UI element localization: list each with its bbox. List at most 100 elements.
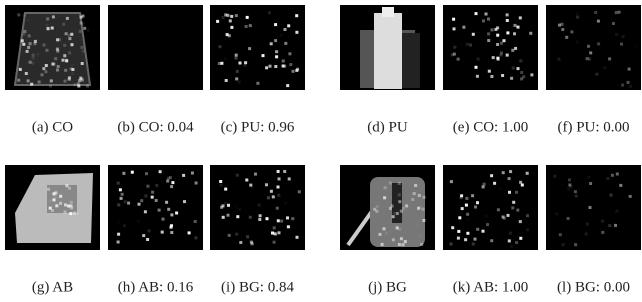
pixel bbox=[493, 182, 496, 185]
pixel bbox=[490, 239, 493, 242]
pixel bbox=[275, 55, 278, 58]
pixel bbox=[400, 237, 403, 240]
pixel bbox=[64, 212, 67, 215]
pixel bbox=[254, 173, 257, 176]
pixel bbox=[482, 230, 485, 233]
pixel bbox=[519, 181, 522, 184]
pixel bbox=[27, 79, 30, 82]
pixel bbox=[559, 233, 562, 236]
pixel bbox=[485, 214, 488, 217]
pixel bbox=[228, 34, 231, 37]
pixel bbox=[519, 237, 522, 240]
pixel bbox=[475, 12, 478, 15]
pixel bbox=[87, 29, 90, 32]
pixel bbox=[392, 215, 395, 218]
pixel bbox=[246, 235, 249, 238]
pixel bbox=[597, 42, 600, 45]
pixel bbox=[597, 20, 600, 23]
pixel bbox=[514, 24, 517, 27]
pixel bbox=[151, 196, 154, 199]
pixel bbox=[576, 40, 579, 43]
pixel bbox=[296, 238, 299, 241]
pixel bbox=[248, 47, 251, 50]
pixel bbox=[218, 62, 221, 65]
pixel bbox=[50, 79, 53, 82]
panel: (l) BG: 0.00 bbox=[546, 165, 641, 295]
pixel bbox=[277, 219, 280, 222]
panel-caption: (g) AB bbox=[32, 279, 73, 295]
pixel bbox=[170, 231, 173, 234]
pixel bbox=[122, 172, 125, 175]
pixel bbox=[521, 59, 524, 62]
pixel bbox=[295, 31, 298, 34]
pixel bbox=[23, 33, 26, 36]
pixel bbox=[291, 70, 294, 73]
pixel bbox=[526, 228, 529, 231]
pixel bbox=[275, 50, 278, 53]
pixel bbox=[553, 175, 556, 178]
pixel bbox=[64, 80, 67, 83]
pixel bbox=[622, 35, 625, 38]
pixel bbox=[238, 81, 241, 84]
pixel bbox=[476, 228, 479, 231]
pixel bbox=[167, 208, 170, 211]
pixel bbox=[398, 193, 401, 196]
pixel bbox=[81, 46, 84, 49]
pixel bbox=[487, 39, 490, 42]
pixel bbox=[398, 200, 401, 203]
pixel bbox=[499, 53, 502, 56]
pixel bbox=[268, 11, 271, 14]
pixel bbox=[32, 56, 35, 59]
pixel bbox=[269, 65, 272, 68]
pixel bbox=[568, 178, 571, 181]
panel: (f) PU: 0.00 bbox=[546, 5, 641, 135]
pixel bbox=[491, 28, 494, 31]
pixel bbox=[70, 206, 73, 209]
pixel bbox=[296, 68, 299, 71]
figure: (a) CO(b) CO: 0.04(c) PU: 0.96(d) PU(e) … bbox=[0, 0, 642, 302]
pixel bbox=[59, 202, 62, 205]
panel: (k) AB: 1.00 bbox=[443, 165, 538, 295]
pixel bbox=[453, 53, 456, 56]
pixel bbox=[191, 172, 194, 175]
pixel bbox=[56, 38, 59, 41]
pixel bbox=[131, 171, 134, 174]
pixel bbox=[222, 216, 225, 219]
pixel bbox=[286, 216, 289, 219]
pixel bbox=[258, 218, 261, 221]
pixel bbox=[68, 187, 71, 190]
panel-image bbox=[108, 5, 203, 90]
pixel bbox=[245, 179, 248, 182]
pixel bbox=[508, 177, 511, 180]
pixel bbox=[249, 216, 252, 219]
neck bbox=[382, 7, 394, 17]
pixel bbox=[23, 30, 26, 33]
pixel bbox=[396, 212, 399, 215]
pixel bbox=[627, 81, 630, 84]
pixel bbox=[289, 63, 292, 66]
pixel bbox=[506, 54, 509, 57]
pixel bbox=[603, 66, 606, 69]
pixel bbox=[466, 43, 469, 46]
pixel bbox=[195, 182, 198, 185]
panel: (j) BG bbox=[340, 165, 435, 295]
pixel bbox=[45, 64, 48, 67]
pixel bbox=[64, 69, 67, 72]
pixel bbox=[79, 30, 82, 33]
pixel bbox=[166, 180, 169, 183]
pixel bbox=[515, 191, 518, 194]
pixel bbox=[496, 26, 499, 29]
right-sleeve bbox=[402, 33, 420, 88]
pixel bbox=[161, 231, 164, 234]
pixel bbox=[474, 238, 477, 241]
pixel bbox=[277, 194, 280, 197]
pixel bbox=[389, 182, 392, 185]
pixel bbox=[80, 16, 83, 19]
pixel bbox=[194, 236, 197, 239]
pixel bbox=[272, 195, 275, 198]
panel-image bbox=[108, 165, 203, 250]
pixel bbox=[418, 234, 421, 237]
pixel bbox=[286, 84, 289, 87]
panel: (c) PU: 0.96 bbox=[210, 5, 305, 135]
pixel bbox=[175, 212, 178, 215]
